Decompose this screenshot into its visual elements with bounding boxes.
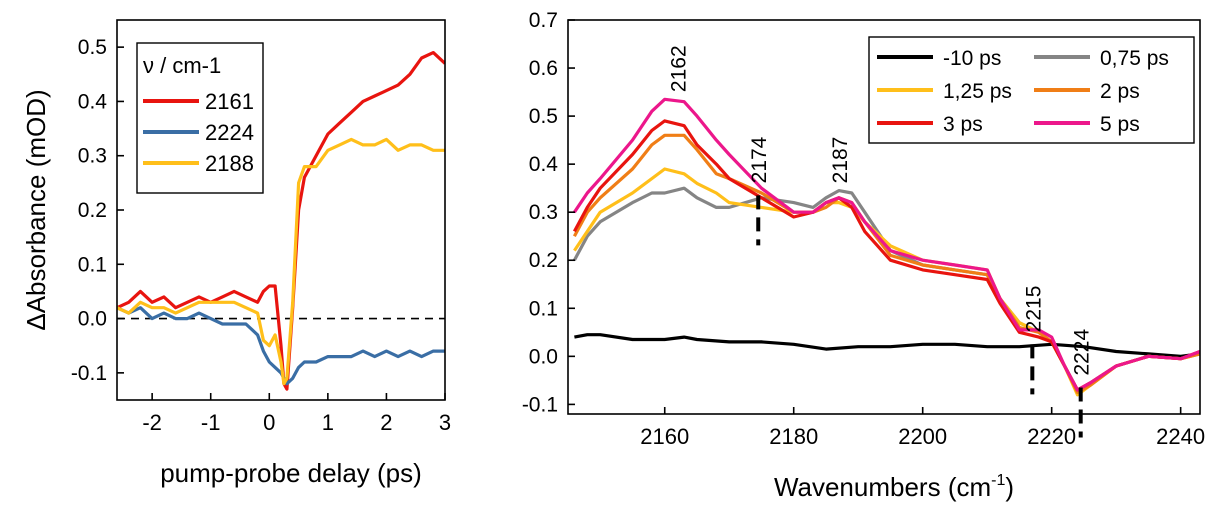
x-tick-label: -2: [142, 410, 162, 435]
x-tick-label: 1: [322, 410, 334, 435]
y-tick-label: -0.1: [522, 393, 558, 416]
x-tick-label: 0: [263, 410, 275, 435]
x-tick-label: 3: [439, 410, 451, 435]
x-tick-label: 2160: [640, 424, 689, 449]
y-tick-label: 0.3: [78, 145, 107, 168]
legend-label: 3 ps: [943, 113, 983, 136]
legend-label: 2188: [205, 151, 254, 176]
legend-label: 1,25 ps: [943, 80, 1012, 103]
series-line-2-ps: [572, 133, 1200, 394]
chart-panel-1: -2 -1 0 1 2 3 -0.1 0.0 0.1 0.2 0.3 0.4 0.5 pump-probe…: [21, 19, 451, 488]
x-tick-label: -1: [201, 410, 221, 435]
series-group: [572, 97, 1200, 397]
y-tick-label: 0.0: [529, 345, 558, 368]
peak-annotation: 2174: [748, 136, 771, 183]
y-tick-label: 0.4: [529, 153, 559, 176]
chart-panel-2: 2160 2180 2200 2220 2240 -0.1 0.0 0.1 0.2 0.3 0.4 0…: [522, 9, 1205, 502]
x-tick-label: 2200: [898, 424, 947, 449]
series-line-5-ps: [573, 97, 1200, 392]
peak-annotation: 2224: [1071, 329, 1094, 376]
y-tick-label: 0.2: [529, 249, 558, 272]
series-group: [117, 51, 445, 391]
legend-label: 2 ps: [1100, 80, 1140, 103]
x-tick-label: 2: [380, 410, 392, 435]
x-tick-label: 2180: [769, 424, 818, 449]
y-tick-label: 0.1: [529, 297, 558, 320]
legend-label: 0,75 ps: [1100, 47, 1169, 70]
x-axis-label: pump-probe delay (ps): [160, 458, 422, 488]
y-tick-label: 0.1: [78, 253, 107, 276]
y-tick-label: -0.1: [71, 362, 107, 385]
legend-label: 5 ps: [1100, 113, 1140, 136]
legend-title: ν / cm-1: [143, 53, 221, 78]
y-tick-label: 0.0: [78, 308, 107, 331]
series-line-2188: [117, 137, 445, 386]
peak-annotation: 2162: [668, 45, 691, 92]
x-tick-label: 2240: [1156, 424, 1205, 449]
y-tick-label: 0.7: [529, 9, 558, 32]
axes-frame: [567, 19, 1201, 415]
x-axis-label: Wavenumbers (cm-1): [774, 472, 1014, 502]
series-line-0-75-ps: [572, 186, 1200, 392]
series-line--10-ps: [574, 333, 1200, 358]
x-axis-label-sup: -1: [991, 472, 1005, 489]
y-tick-label: 0.6: [529, 57, 558, 80]
x-axis-label-main: Wavenumbers (cm: [774, 472, 991, 502]
x-tick-label: 2220: [1027, 424, 1076, 449]
y-axis-label: ΔAbsorbance (mOD): [21, 89, 51, 330]
x-axis-label-end: ): [1005, 472, 1014, 502]
legend-box: [136, 42, 264, 194]
y-tick-label: 0.5: [78, 36, 107, 59]
y-tick-label: 0.5: [529, 105, 558, 128]
legend-label: 2224: [205, 120, 254, 145]
series-line-1-25-ps: [573, 167, 1200, 397]
peak-annotation: 2187: [829, 137, 852, 184]
peak-annotation: 2215: [1022, 286, 1045, 333]
y-tick-label: 0.3: [529, 201, 558, 224]
legend-label: -10 ps: [943, 47, 1001, 70]
legend-label: 2161: [205, 89, 254, 114]
y-tick-label: 0.2: [78, 199, 107, 222]
y-tick-label: 0.4: [78, 90, 108, 113]
